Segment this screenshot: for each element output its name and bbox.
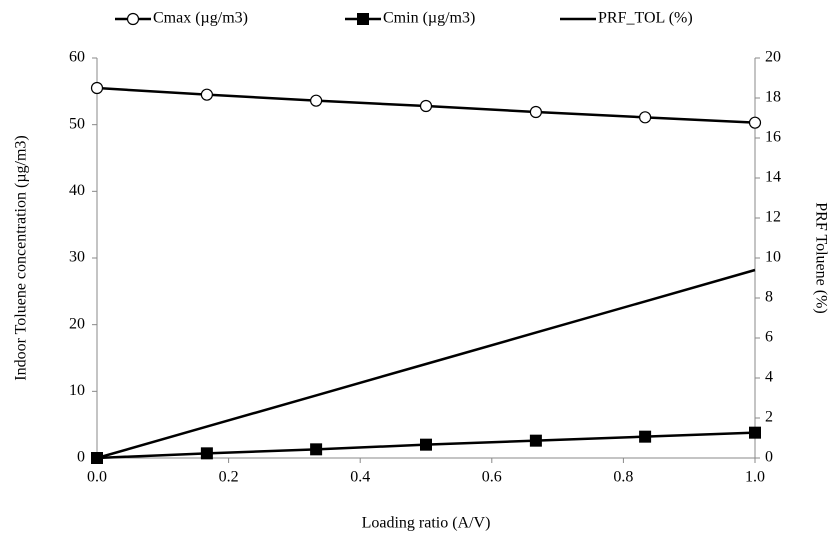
marker	[310, 443, 323, 456]
marker	[749, 426, 761, 439]
x-tick-label: 0.2	[219, 469, 239, 486]
legend-label: Cmin (µg/m3)	[383, 10, 475, 27]
y2-tick-label: 4	[765, 369, 773, 386]
marker	[639, 430, 652, 443]
x-tick-label: 0.0	[87, 469, 107, 486]
y-tick-label: 40	[69, 182, 85, 199]
y2-tick-label: 16	[765, 129, 781, 146]
y2-tick-label: 8	[765, 289, 773, 306]
series-line	[96, 268, 756, 460]
y-tick-label: 0	[77, 449, 85, 466]
marker	[310, 94, 323, 107]
y-tick-label: 30	[69, 249, 85, 266]
y-tick-label: 20	[69, 315, 85, 332]
marker	[420, 438, 432, 451]
y2-axis-title: PRF Toluene (%)	[812, 202, 829, 313]
x-tick-label: 0.6	[482, 469, 502, 486]
y2-tick-label: 6	[765, 329, 773, 346]
marker	[200, 88, 213, 101]
y2-tick-label: 18	[765, 89, 781, 106]
x-axis-title: Loading ratio (A/V)	[362, 515, 491, 532]
y2-tick-label: 20	[765, 49, 781, 66]
x-tick-label: 0.4	[350, 469, 370, 486]
marker	[357, 13, 369, 25]
y2-tick-label: 14	[765, 169, 781, 186]
y-axis-title: Indoor Toluene concentration (µg/m3)	[13, 135, 30, 381]
y-tick-label: 50	[69, 115, 85, 132]
marker	[419, 99, 433, 113]
y-tick-label: 60	[69, 49, 85, 66]
y2-tick-label: 0	[765, 449, 773, 466]
legend-label: PRF_TOL (%)	[598, 10, 693, 27]
marker	[529, 105, 542, 119]
marker	[126, 12, 140, 26]
marker	[748, 116, 762, 129]
marker	[529, 434, 542, 447]
legend-label: Cmax (µg/m3)	[153, 10, 248, 27]
marker	[200, 447, 213, 460]
y2-tick-label: 12	[765, 209, 781, 226]
y2-tick-label: 2	[765, 409, 773, 426]
y2-tick-label: 10	[765, 249, 781, 266]
marker	[639, 111, 652, 124]
y-tick-label: 10	[69, 382, 85, 399]
x-tick-label: 0.8	[613, 469, 633, 486]
marker	[90, 81, 104, 95]
x-tick-label: 1.0	[745, 469, 765, 486]
